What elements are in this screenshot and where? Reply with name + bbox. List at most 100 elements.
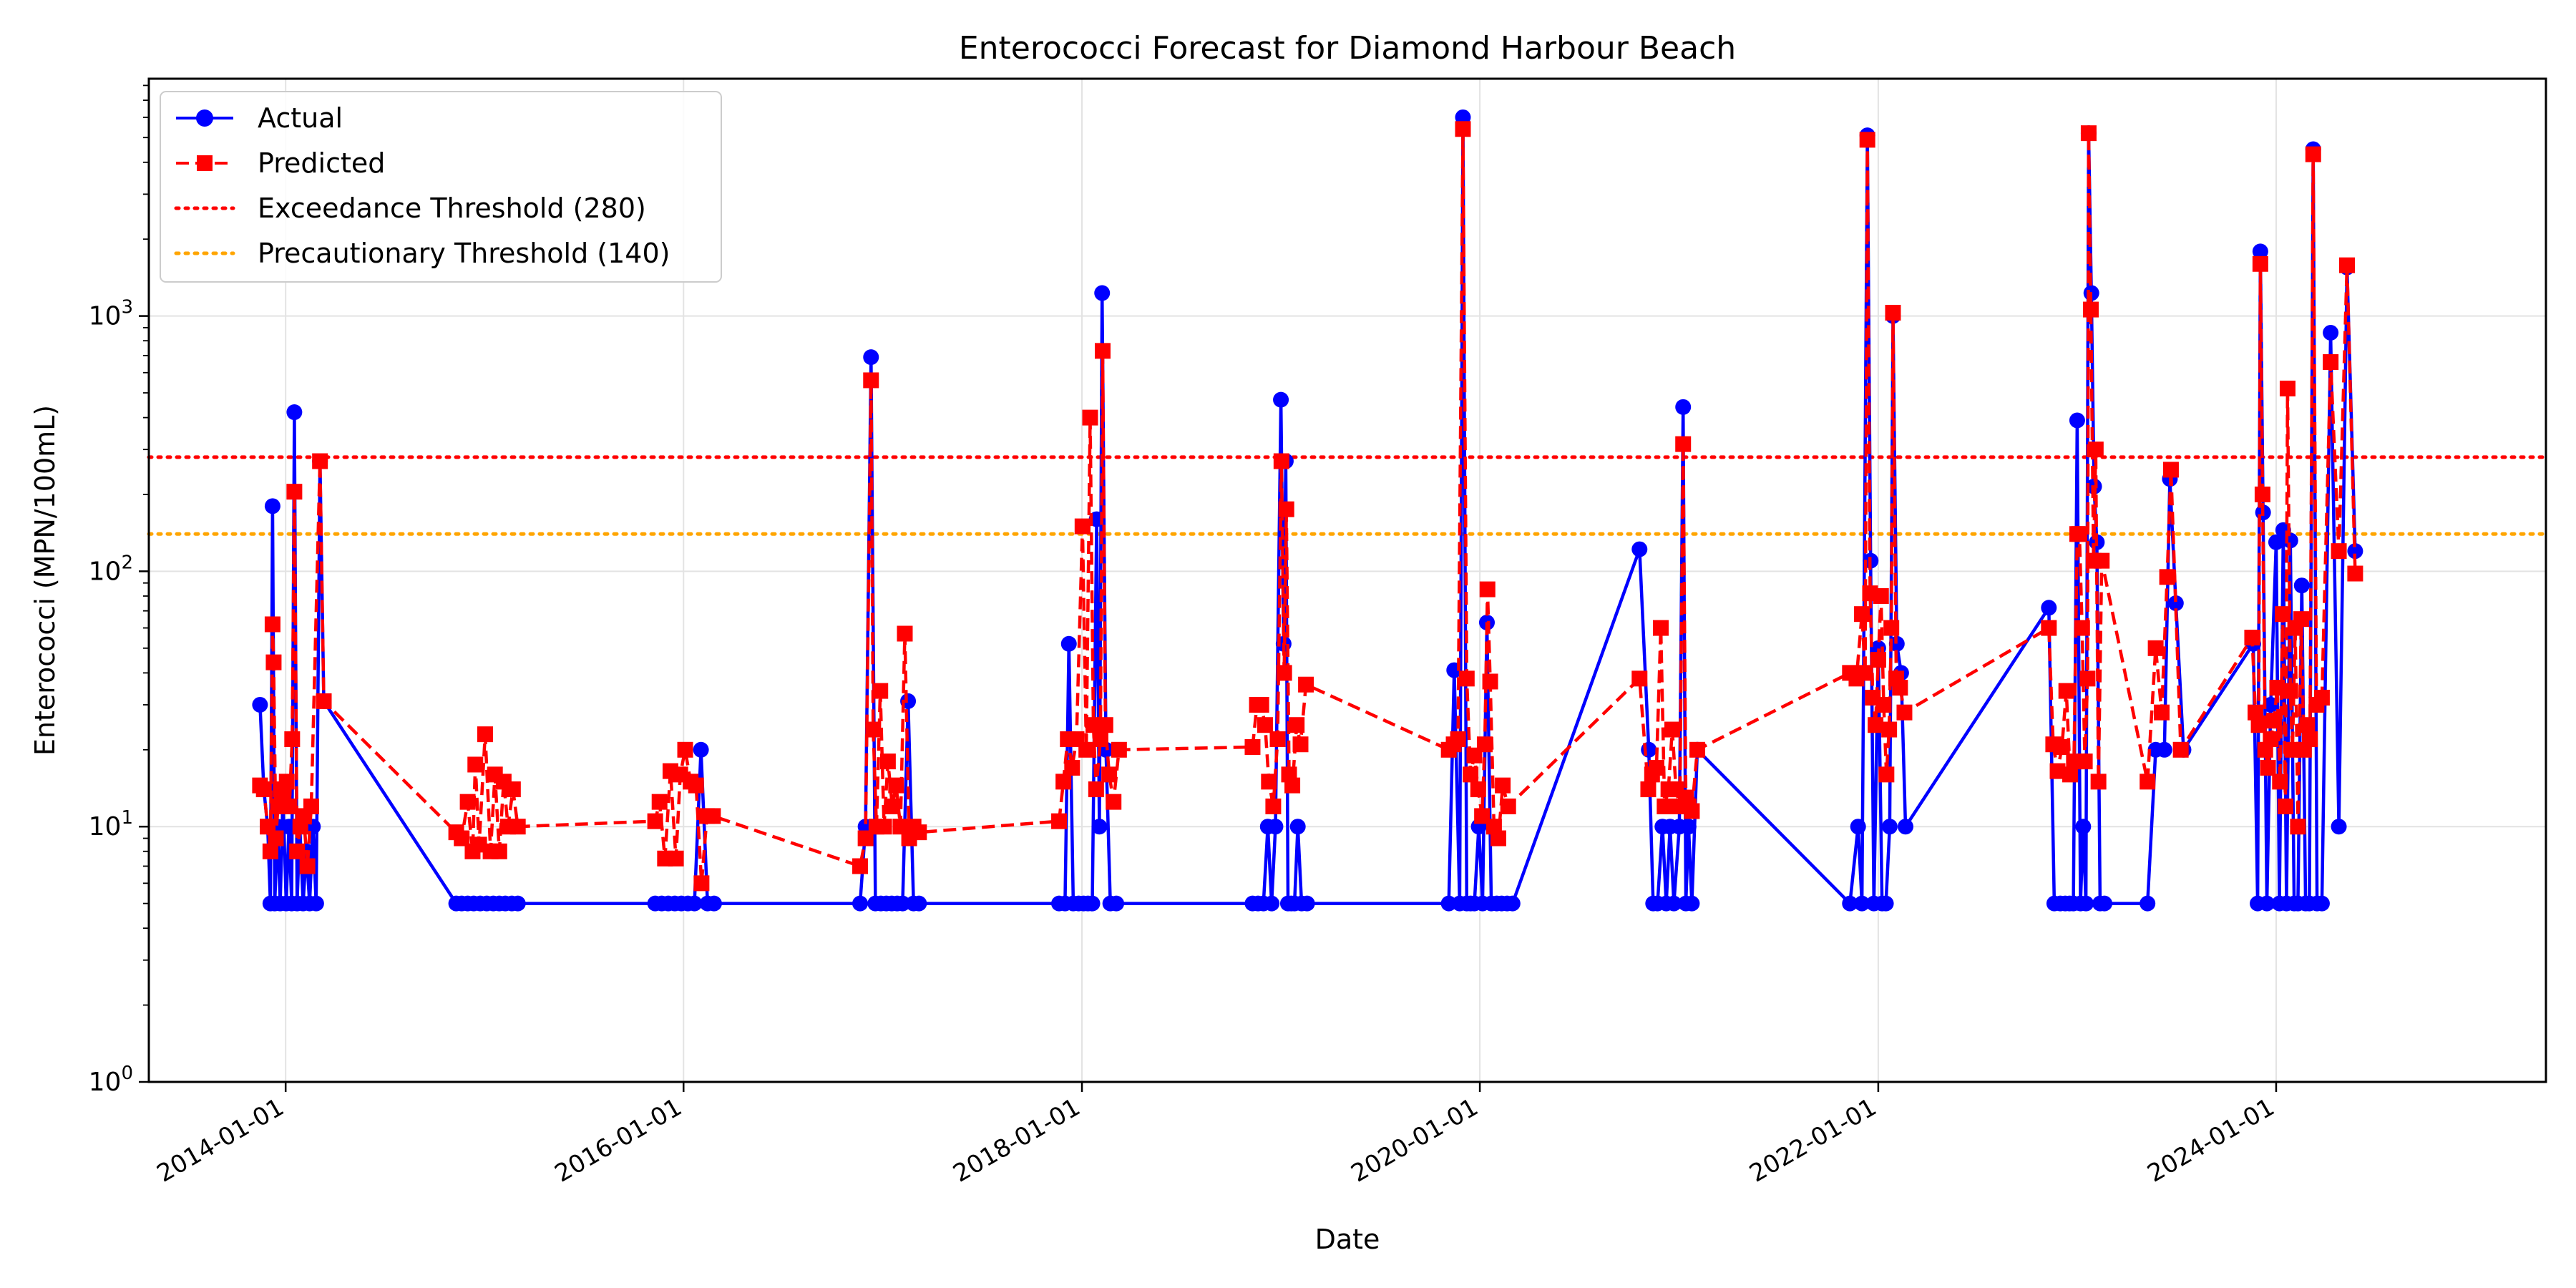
y-tick-label: 100 [89, 1063, 133, 1097]
predicted-point [888, 777, 904, 794]
predicted-point [2347, 565, 2363, 582]
predicted-point [2054, 738, 2070, 755]
predicted-point [278, 774, 295, 790]
predicted-point [1684, 803, 1700, 819]
predicted-point [509, 819, 526, 835]
threshold-lines [147, 455, 2548, 536]
predicted-point [268, 830, 284, 847]
actual-point [1897, 819, 1913, 835]
legend-predicted-marker [197, 155, 213, 171]
predicted-point [2302, 731, 2318, 748]
predicted-point [2250, 717, 2267, 733]
actual-point [1684, 895, 1700, 912]
actual-point [1264, 895, 1280, 912]
actual-point [1666, 895, 1682, 912]
actual-point [2293, 577, 2310, 594]
predicted-point [2338, 257, 2355, 273]
predicted-point [1873, 587, 1889, 604]
predicted-point [504, 781, 521, 798]
y-tick-base: 10 [89, 302, 122, 331]
predicted-point [454, 830, 470, 847]
predicted-point [2293, 611, 2309, 628]
predicted-point [1870, 652, 1886, 668]
actual-point [863, 349, 879, 366]
predicted-point [2279, 380, 2296, 396]
predicted-point [2094, 552, 2110, 569]
predicted-point [1450, 731, 1466, 748]
predicted-point [2272, 774, 2288, 790]
predicted-point [1097, 717, 1113, 733]
predicted-point [865, 721, 882, 738]
predicted-point [872, 683, 889, 699]
predicted-point [2331, 543, 2347, 560]
predicted-point [1664, 721, 1680, 738]
plot-area-frame [147, 77, 2547, 1083]
actual-point [1504, 895, 1521, 912]
predicted-point [1479, 581, 1496, 597]
y-tick-label: 102 [89, 552, 133, 586]
predicted-point [1458, 670, 1475, 687]
actual-point [1675, 399, 1692, 415]
predicted-point [2290, 819, 2306, 835]
legend-box [160, 91, 722, 283]
predicted-point [876, 819, 892, 835]
actual-point [1842, 895, 1858, 912]
predicted-point [1055, 774, 1072, 790]
predicted-point [2305, 146, 2321, 162]
x-axis-label: Date [1315, 1224, 1380, 1255]
predicted-point [2323, 353, 2339, 370]
predicted-point [1101, 766, 1118, 783]
predicted-point [491, 843, 507, 859]
predicted-point [477, 726, 493, 743]
actual-point [706, 895, 722, 912]
predicted-point [647, 813, 663, 829]
predicted-point [2299, 717, 2316, 733]
predicted-point [1476, 736, 1493, 753]
legend-actual-marker [196, 109, 213, 127]
predicted-point [2079, 670, 2096, 687]
predicted-point [2248, 704, 2264, 721]
actual-point [1289, 819, 1306, 835]
predicted-point [1640, 781, 1657, 798]
predicted-point [1298, 676, 1314, 693]
actual-point [1094, 285, 1111, 301]
actual-point [1273, 391, 1289, 408]
actual-point [286, 404, 303, 421]
predicted-point [1106, 794, 1122, 810]
predicted-point [1088, 781, 1104, 798]
predicted-point [1269, 731, 1286, 748]
predicted-point [2260, 759, 2276, 776]
actual-point [1299, 895, 1315, 912]
actual-point [2156, 741, 2172, 758]
predicted-point [1278, 501, 1294, 517]
actual-point [1060, 635, 1077, 652]
y-tick-base: 10 [89, 812, 122, 841]
predicted-point [1500, 798, 1516, 814]
predicted-point [1289, 717, 1305, 733]
predicted-point [264, 616, 280, 633]
actual-point [1631, 541, 1648, 557]
predicted-point [2074, 620, 2090, 636]
predicted-point [459, 794, 476, 810]
predicted-point [911, 824, 927, 841]
predicted-point [1896, 704, 1913, 721]
predicted-point [2090, 774, 2107, 790]
actual-point [2331, 819, 2347, 835]
predicted-point [2071, 526, 2087, 542]
predicted-point [2049, 763, 2066, 779]
predicted-point [2282, 683, 2298, 699]
actual-point [2140, 895, 2156, 912]
predicted-point [1253, 696, 1269, 713]
predicted-point [1261, 774, 1277, 790]
predicted-point [2087, 441, 2104, 458]
actual-point [1878, 895, 1894, 912]
actual-point [2268, 534, 2284, 550]
predicted-point [1875, 696, 1892, 713]
predicted-point [262, 843, 278, 859]
actual-point [686, 895, 703, 912]
predicted-point [1474, 808, 1491, 824]
predicted-point [1868, 717, 1884, 733]
predicted-point [2244, 630, 2260, 646]
legend-precautionary-label: Precautionary Threshold (140) [258, 238, 670, 269]
